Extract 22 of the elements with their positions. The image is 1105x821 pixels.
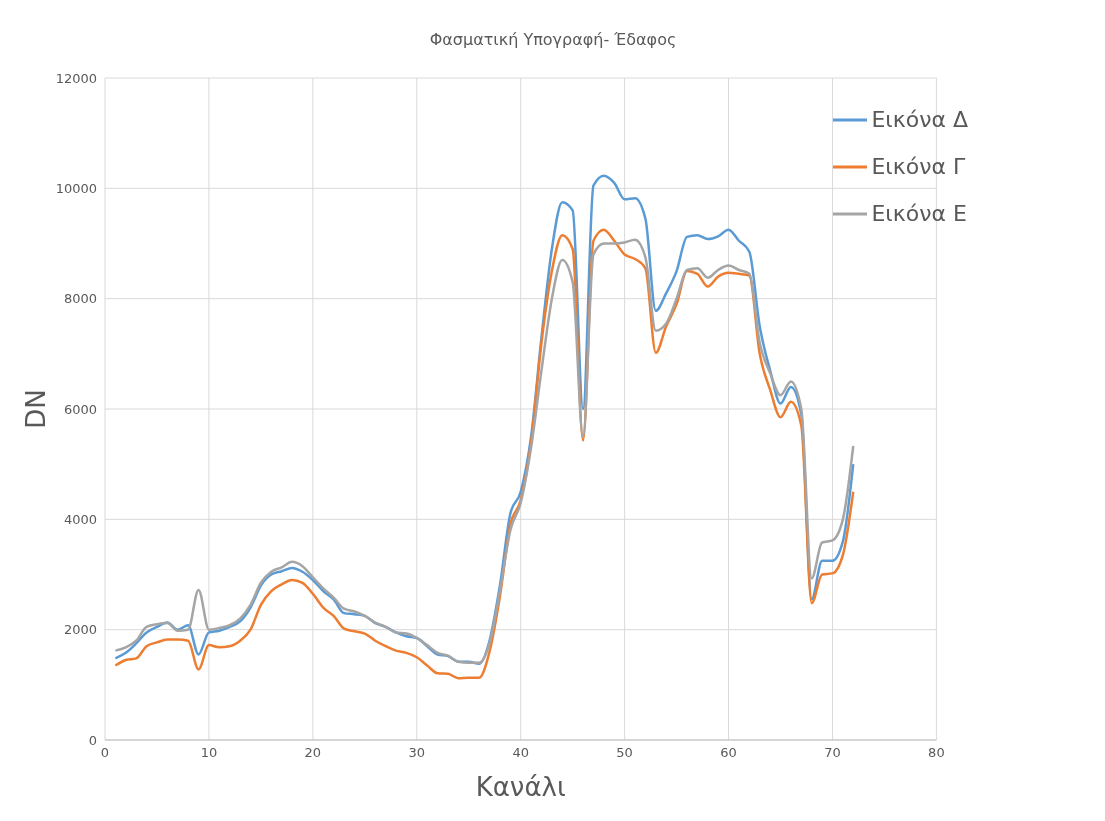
y-axis-title: DN: [21, 389, 52, 429]
legend-label: Εικόνα Γ: [871, 154, 966, 179]
x-tick-label: 50: [616, 745, 633, 761]
legend-label: Εικόνα Δ: [871, 107, 968, 132]
y-tick-label: 8000: [63, 291, 97, 307]
y-tick-label: 4000: [63, 511, 97, 527]
x-tick-label: 10: [200, 745, 218, 761]
y-tick-label: 12000: [55, 70, 97, 86]
x-tick-label: 80: [928, 745, 945, 761]
x-axis-title: Κανάλι: [475, 772, 566, 802]
x-tick-label: 40: [512, 745, 529, 761]
x-tick-label: 20: [304, 745, 322, 761]
x-tick-label: 70: [824, 745, 841, 761]
y-tick-label: 10000: [55, 180, 97, 196]
x-tick-label: 30: [408, 745, 426, 761]
chart-title: Φασματική Υπογραφή- Έδαφος: [428, 29, 678, 51]
x-tick-label: 0: [100, 745, 110, 761]
x-tick-label: 60: [720, 745, 737, 761]
y-tick-label: 0: [88, 732, 97, 748]
y-tick-label: 2000: [63, 622, 97, 638]
legend-label: Εικόνα Ε: [871, 201, 967, 226]
y-tick-label: 6000: [63, 401, 97, 417]
